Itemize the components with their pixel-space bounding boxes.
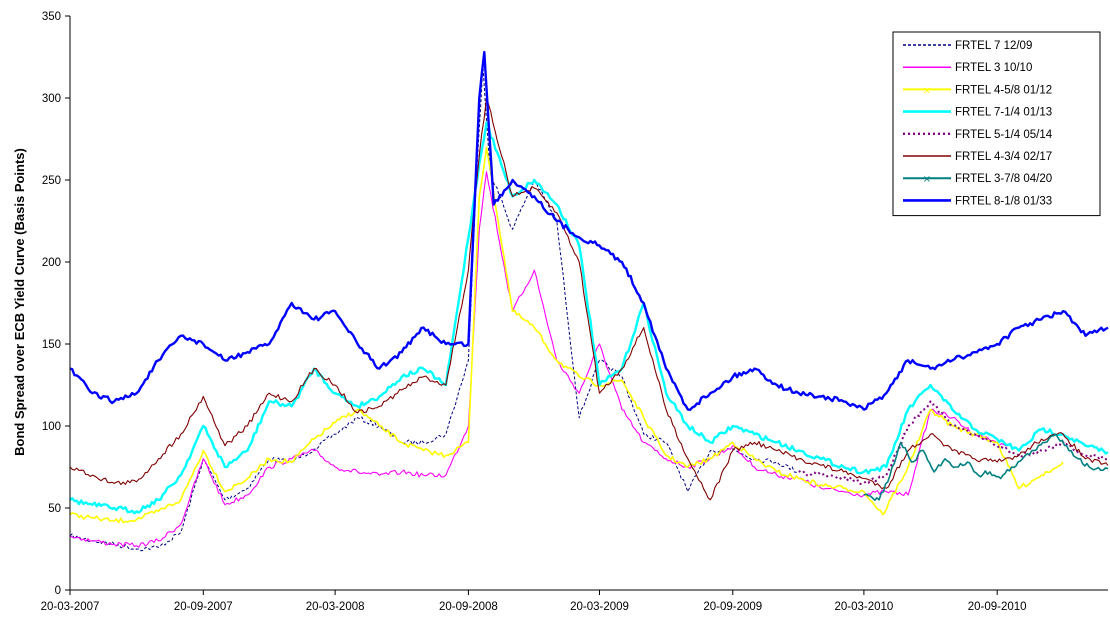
x-tick-label: 20-09-2008	[439, 601, 498, 613]
series-line-5	[798, 400, 1109, 485]
y-tick-label: 200	[42, 257, 61, 269]
x-tick-label: 20-09-2007	[174, 601, 233, 613]
series-line-4	[69, 121, 1109, 515]
y-tick-label: 350	[42, 11, 61, 23]
legend-label: FRTEL 7 12/09	[955, 40, 1032, 52]
y-tick-label: 0	[55, 585, 61, 597]
x-tick-label: 20-03-2009	[570, 601, 629, 613]
series-line-8	[69, 50, 1109, 411]
legend: FRTEL 7 12/09 FRTEL 3 10/10 × FRTEL 4-5/8 0…	[892, 31, 1101, 217]
legend-label: FRTEL 4-5/8 01/12	[955, 84, 1052, 96]
x-tick-label: 20-09-2009	[703, 601, 762, 613]
series-layer	[69, 50, 1109, 552]
x-tick-label: 20-03-2008	[306, 601, 365, 613]
x-tick-label: 20-03-2010	[834, 601, 893, 613]
y-axis-label: Bond Spread over ECB Yield Curve (Basis …	[12, 148, 27, 456]
series-line-3	[69, 146, 1064, 524]
legend-label: FRTEL 3-7/8 04/20	[955, 173, 1052, 185]
legend-label: FRTEL 7-1/4 01/13	[955, 107, 1052, 119]
x-tick-label: 20-09-2010	[968, 601, 1027, 613]
series-line-6	[69, 97, 1109, 501]
y-tick-label: 100	[42, 421, 61, 433]
legend-label: FRTEL 8-1/8 01/33	[955, 195, 1052, 207]
legend-label: FRTEL 3 10/10	[955, 62, 1032, 74]
y-tick-label: 150	[42, 339, 61, 351]
series-line-2	[69, 171, 1009, 548]
y-tick-label: 300	[42, 93, 61, 105]
legend-label: FRTEL 5-1/4 05/14	[955, 129, 1053, 141]
axes-layer: 0 50 100 150 200 250 300 350 20-03-2007 20-09-200…	[41, 11, 1108, 613]
y-tick-label: 250	[42, 175, 61, 187]
legend-marker: ×	[923, 85, 931, 96]
y-tick-label: 50	[48, 503, 61, 515]
legend-label: FRTEL 4-3/4 02/17	[955, 151, 1052, 163]
series-line-7	[863, 433, 1109, 501]
x-tick-label: 20-03-2007	[41, 601, 100, 613]
legend-box	[892, 31, 1101, 217]
legend-marker: ×	[923, 174, 931, 185]
series-line-1	[69, 64, 799, 552]
